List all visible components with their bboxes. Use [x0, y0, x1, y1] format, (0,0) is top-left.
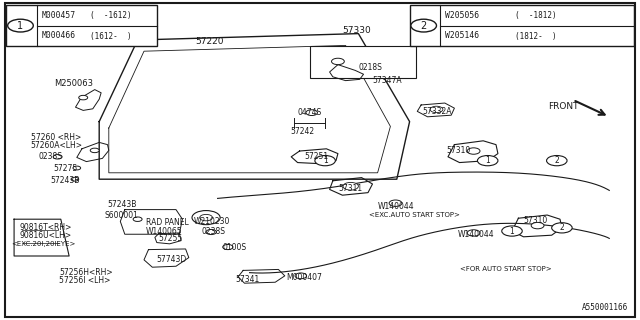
Text: 1: 1: [509, 227, 515, 236]
Circle shape: [306, 110, 317, 116]
Text: M000457: M000457: [42, 11, 76, 20]
Text: 0474S: 0474S: [298, 108, 322, 117]
Text: 0238S: 0238S: [38, 152, 63, 161]
Text: W140065: W140065: [146, 227, 182, 236]
Text: <EXC.AUTO START STOP>: <EXC.AUTO START STOP>: [369, 212, 460, 218]
Text: 2: 2: [420, 20, 427, 31]
Circle shape: [53, 155, 62, 159]
Circle shape: [467, 148, 480, 154]
Text: 0238S: 0238S: [202, 228, 226, 236]
Circle shape: [430, 106, 443, 113]
Bar: [310, 46, 416, 78]
Circle shape: [547, 156, 567, 166]
Text: W140044: W140044: [378, 202, 414, 211]
Circle shape: [73, 166, 81, 170]
Text: 90816U<LH>: 90816U<LH>: [19, 231, 71, 240]
Circle shape: [133, 217, 142, 221]
Text: S600001: S600001: [104, 211, 138, 220]
Circle shape: [192, 211, 220, 225]
Text: 1: 1: [17, 20, 24, 31]
Circle shape: [200, 214, 212, 221]
Circle shape: [295, 273, 307, 279]
Circle shape: [467, 230, 480, 236]
Circle shape: [343, 182, 358, 190]
Circle shape: [223, 244, 233, 250]
Text: FRONT: FRONT: [548, 102, 579, 111]
Text: 57310: 57310: [447, 146, 471, 155]
Text: 57256I <LH>: 57256I <LH>: [59, 276, 110, 285]
Circle shape: [71, 177, 79, 181]
Text: W140044: W140044: [458, 230, 494, 239]
Text: 57243B: 57243B: [50, 176, 79, 185]
Text: (  -1612): ( -1612): [90, 11, 131, 20]
Circle shape: [332, 58, 344, 65]
Text: 57332A: 57332A: [422, 108, 452, 116]
Circle shape: [502, 226, 522, 236]
Text: 57243B: 57243B: [108, 200, 137, 209]
Text: 1: 1: [323, 156, 328, 165]
Text: <FOR AUTO START STOP>: <FOR AUTO START STOP>: [460, 266, 551, 272]
Text: 57260 <RH>: 57260 <RH>: [31, 133, 81, 142]
Circle shape: [411, 19, 436, 32]
Bar: [410, 5, 634, 46]
Text: 57220: 57220: [195, 37, 224, 46]
Circle shape: [206, 229, 216, 235]
Text: W205146: W205146: [445, 31, 479, 41]
Text: 57275: 57275: [53, 164, 77, 173]
Text: (1612-  ): (1612- ): [90, 31, 131, 41]
Text: M000407: M000407: [287, 273, 323, 282]
Text: M000466: M000466: [42, 31, 76, 41]
Text: 0100S: 0100S: [223, 243, 247, 252]
Circle shape: [8, 19, 33, 32]
Circle shape: [389, 200, 402, 206]
Text: 1: 1: [485, 156, 490, 165]
Text: A550001166: A550001166: [582, 303, 628, 312]
Text: 2: 2: [554, 156, 559, 165]
Circle shape: [90, 148, 99, 153]
Circle shape: [315, 156, 335, 166]
Text: 57310: 57310: [524, 216, 548, 225]
Circle shape: [531, 222, 544, 229]
Text: (1812-  ): (1812- ): [515, 31, 557, 41]
Text: 0218S: 0218S: [358, 63, 382, 72]
Text: 57311: 57311: [338, 184, 362, 193]
Bar: [6, 5, 157, 46]
Text: 57242: 57242: [290, 127, 314, 136]
Text: 57260A<LH>: 57260A<LH>: [31, 141, 83, 150]
Text: 57330: 57330: [342, 26, 371, 35]
Text: M250063: M250063: [54, 79, 93, 88]
Text: <EXC.20I,20IEYE>: <EXC.20I,20IEYE>: [12, 241, 76, 247]
Text: 57255: 57255: [159, 234, 183, 243]
Text: RAD PANEL: RAD PANEL: [146, 218, 189, 227]
Text: W205056: W205056: [445, 11, 479, 20]
Circle shape: [552, 223, 572, 233]
Circle shape: [79, 95, 88, 100]
Text: 2: 2: [559, 223, 564, 232]
Text: W210230: W210230: [193, 217, 230, 226]
Text: 57256H<RH>: 57256H<RH>: [59, 268, 113, 277]
Text: (  -1812): ( -1812): [515, 11, 557, 20]
Text: 57251: 57251: [304, 152, 328, 161]
Text: 57743D: 57743D: [157, 255, 187, 264]
Circle shape: [477, 156, 498, 166]
Text: 57347A: 57347A: [372, 76, 402, 85]
Text: 90816T<RH>: 90816T<RH>: [19, 223, 72, 232]
Text: 57341: 57341: [236, 275, 260, 284]
